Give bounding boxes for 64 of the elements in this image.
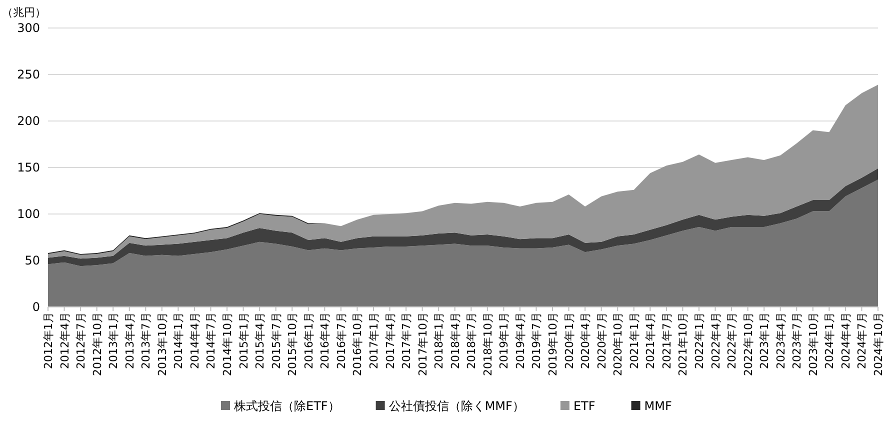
x-tick-label: 2014年7月 — [204, 312, 218, 369]
x-tick-label: 2021年10月 — [676, 312, 690, 376]
x-tick-label: 2015年1月 — [237, 312, 250, 369]
legend-label: 株式投信（除ETF） — [233, 399, 340, 413]
x-tick-label: 2018年1月 — [432, 312, 446, 369]
x-tick-label: 2022年1月 — [692, 312, 706, 369]
x-tick-label: 2019年4月 — [514, 312, 527, 369]
x-tick-label: 2017年4月 — [384, 312, 397, 369]
x-tick-label: 2024年7月 — [856, 312, 869, 369]
legend-label: ETF — [573, 399, 596, 413]
x-tick-label: 2021年1月 — [628, 312, 641, 369]
y-tick-label: 100 — [17, 207, 40, 221]
y-tick-label: 150 — [17, 160, 40, 174]
x-tick-label: 2012年10月 — [90, 312, 104, 376]
x-tick-label: 2024年4月 — [839, 312, 852, 369]
x-tick-label: 2018年10月 — [481, 312, 494, 376]
x-tick-label: 2017年10月 — [416, 312, 430, 376]
x-tick-label: 2012年7月 — [74, 312, 88, 369]
x-tick-label: 2013年4月 — [123, 312, 136, 369]
x-tick-label: 2016年4月 — [318, 312, 332, 369]
x-tick-label: 2020年10月 — [612, 312, 625, 376]
legend-label: 公社債投信（除くMMF） — [388, 399, 524, 413]
x-tick-label: 2016年10月 — [351, 312, 364, 376]
x-tick-label: 2022年4月 — [709, 312, 722, 369]
x-tick-label: 2024年1月 — [823, 312, 836, 369]
x-tick-label: 2018年4月 — [448, 312, 462, 369]
x-tick-label: 2012年1月 — [42, 312, 55, 369]
x-tick-label: 2019年10月 — [546, 312, 560, 376]
x-tick-label: 2024年10月 — [872, 312, 885, 376]
y-tick-label: 300 — [17, 21, 40, 35]
x-tick-label: 2021年7月 — [660, 312, 674, 369]
x-tick-label: 2021年4月 — [644, 312, 658, 369]
x-tick-label: 2013年1月 — [107, 312, 120, 369]
x-tick-label: 2018年7月 — [465, 312, 478, 369]
x-tick-label: 2016年1月 — [302, 312, 316, 369]
x-tick-label: 2015年4月 — [254, 312, 267, 369]
y-tick-label: 0 — [32, 300, 40, 314]
x-tick-label: 2019年7月 — [530, 312, 544, 369]
x-tick-label: 2013年10月 — [156, 312, 169, 376]
x-tick-label: 2014年4月 — [188, 312, 202, 369]
y-tick-label: 200 — [17, 114, 40, 128]
x-tick-label: 2013年7月 — [140, 312, 153, 369]
x-tick-label: 2017年7月 — [400, 312, 414, 369]
x-tick-label: 2023年1月 — [758, 312, 772, 369]
x-tick-label: 2020年7月 — [595, 312, 608, 369]
x-tick-label: 2020年1月 — [562, 312, 576, 369]
x-tick-label: 2015年10月 — [286, 312, 300, 376]
legend-label: MMF — [644, 399, 672, 413]
y-tick-label: 250 — [17, 68, 40, 82]
x-tick-label: 2022年7月 — [726, 312, 739, 369]
x-tick-label: 2023年4月 — [774, 312, 788, 369]
x-tick-label: 2020年4月 — [579, 312, 592, 369]
x-tick-label: 2014年1月 — [172, 312, 186, 369]
y-tick-label: 50 — [24, 254, 40, 268]
x-tick-label: 2023年7月 — [790, 312, 804, 369]
x-tick-label: 2019年1月 — [498, 312, 511, 369]
x-tick-label: 2017年1月 — [367, 312, 380, 369]
x-tick-label: 2012年4月 — [58, 312, 72, 369]
x-tick-label: 2023年10月 — [806, 312, 820, 376]
y-axis-title: （兆円） — [2, 6, 46, 19]
x-tick-label: 2016年7月 — [334, 312, 348, 369]
x-tick-label: 2022年10月 — [742, 312, 755, 376]
x-tick-label: 2014年10月 — [221, 312, 234, 376]
x-tick-label: 2015年7月 — [270, 312, 283, 369]
